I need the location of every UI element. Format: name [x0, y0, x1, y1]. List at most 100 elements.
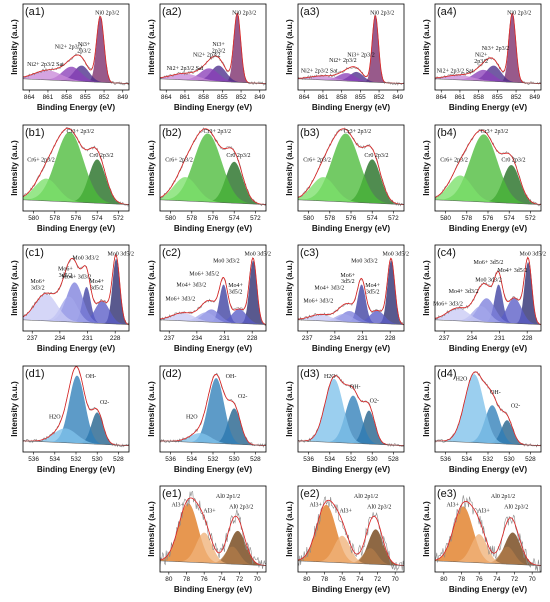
y-axis-title: Intensity (a.u.) — [285, 260, 294, 316]
x-tick-label: 237 — [164, 335, 175, 342]
plot-frame — [434, 244, 542, 332]
peak-annotation: Al3+ — [171, 503, 184, 509]
peak-annotation: Cr0 2p3/2 — [364, 153, 388, 159]
peak-2 — [435, 546, 541, 566]
x-tick-label: 576 — [483, 215, 494, 222]
peak-annotation: Mo6+ 3d3/2 — [303, 298, 333, 304]
x-tick-label: 580 — [165, 215, 176, 222]
peak-annotation: Al3+ — [203, 508, 216, 514]
plot-area — [298, 127, 404, 207]
panel-label: (d1) — [25, 368, 45, 380]
baseline-line — [435, 319, 541, 325]
peak-1 — [160, 161, 266, 205]
x-tick-label: 852 — [236, 94, 247, 101]
y-axis-title: Intensity (a.u.) — [10, 19, 19, 75]
peak-3 — [160, 503, 266, 566]
peak-2 — [160, 546, 266, 566]
peak-annotation: H2O — [456, 376, 468, 382]
peak-annotation: OH- — [490, 390, 501, 396]
x-tick-label: 864 — [24, 94, 35, 101]
x-tick-label: 76 — [476, 576, 484, 583]
x-tick-label: 228 — [522, 335, 533, 342]
peak-annotation: Al3+ — [309, 503, 322, 509]
peak-4 — [23, 70, 129, 84]
x-axis-title: Binding Energy (eV) — [312, 344, 391, 353]
peak-1 — [435, 165, 541, 205]
x-axis-title: Binding Energy (eV) — [312, 224, 391, 233]
peak-annotation: H2O — [324, 374, 336, 380]
peak-annotation: Cr3+ 2p3/2 — [66, 129, 94, 135]
peak-2 — [23, 375, 129, 446]
x-tick-label: 574 — [92, 215, 103, 222]
x-axis-title: Binding Energy (eV) — [174, 224, 253, 233]
peak-1 — [23, 159, 129, 205]
peak-annotation: Mo4+ 3d3/2 — [314, 286, 344, 292]
plot-area — [298, 496, 404, 572]
peak-annotation: 2p3/2 — [77, 49, 91, 55]
plot-area — [160, 257, 266, 327]
peak-annotation: O2- — [100, 400, 109, 406]
envelope-line — [160, 257, 266, 325]
peak-annotation: Mo4+ 3d3/2 — [449, 289, 479, 295]
baseline-line — [435, 560, 541, 566]
peak-annotation: Mo4+ 3d5/2 — [497, 268, 527, 274]
x-tick-label: 534 — [49, 456, 60, 463]
x-tick-label: 237 — [27, 335, 38, 342]
envelope-line — [160, 373, 266, 447]
plot-area — [298, 373, 404, 447]
x-tick-label: 578 — [461, 215, 472, 222]
baseline-line — [23, 199, 129, 205]
envelope-line — [23, 253, 129, 325]
plot-area — [298, 14, 404, 86]
y-axis-title: Intensity (a.u.) — [285, 19, 294, 75]
peak-3 — [298, 378, 404, 446]
peak-annotation: 3d5/2 — [90, 286, 104, 292]
x-tick-label: 580 — [440, 215, 451, 222]
raw-data-line — [160, 13, 266, 86]
x-tick-label: 864 — [299, 94, 310, 101]
x-tick-label: 578 — [324, 215, 335, 222]
x-axis-title: Binding Energy (eV) — [37, 344, 116, 353]
peak-annotation: Al0 2p3/2 — [229, 504, 253, 510]
peak-annotation: Cr3+ 2p3/2 — [481, 129, 509, 135]
peak-3 — [298, 504, 404, 566]
peak-annotation: Ni3+ — [212, 42, 225, 48]
y-axis-title: Intensity (a.u.) — [285, 381, 294, 437]
peak-annotation: Ni2+ 2p3/2 Sat — [27, 62, 64, 68]
peak-3 — [160, 177, 266, 205]
peak-annotation: Cr6+ 2p3/2 — [303, 158, 331, 164]
x-tick-label: 78 — [183, 576, 191, 583]
panel-label: (b1) — [25, 127, 45, 139]
panel-label: (d3) — [300, 368, 320, 380]
peak-1 — [298, 410, 404, 446]
x-tick-label: 234 — [192, 335, 203, 342]
peak-annotation: Al0 2p1/2 — [354, 494, 378, 500]
plot-area — [160, 491, 266, 569]
peak-annotation: Al3+ — [477, 508, 490, 514]
baseline-line — [298, 560, 404, 566]
x-tick-label: 534 — [461, 456, 472, 463]
raw-data-line — [435, 495, 541, 572]
peak-annotation: OH- — [350, 384, 361, 390]
x-tick-label: 231 — [219, 335, 230, 342]
x-tick-label: 76 — [201, 576, 209, 583]
baseline-line — [23, 78, 129, 84]
x-tick-label: 228 — [385, 335, 396, 342]
panel-d1: 536 534 532 530 528 Binding Energy (eV) Intens… — [10, 365, 130, 474]
panel-label: (d2) — [162, 368, 182, 380]
x-tick-label: 228 — [110, 335, 121, 342]
peak-1 — [160, 408, 266, 446]
x-tick-label: 530 — [92, 456, 103, 463]
x-tick-label: 530 — [229, 456, 240, 463]
plot-area — [435, 495, 541, 572]
x-tick-label: 532 — [346, 456, 357, 463]
plot-area — [435, 256, 541, 326]
peak-annotation: Mo4+ — [365, 283, 380, 289]
peak-annotation: Ni2+ — [475, 53, 488, 59]
panel-c2: 237 234 231 228 Binding Energy (eV) Intensity… — [147, 244, 271, 353]
x-tick-label: 574 — [504, 215, 515, 222]
plot-area — [160, 127, 266, 207]
